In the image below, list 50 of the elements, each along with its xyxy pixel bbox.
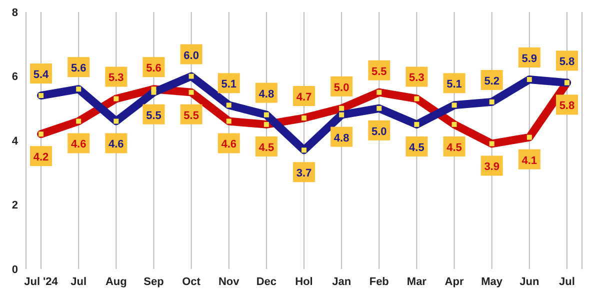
x-tick-label: Jul '24 <box>24 276 59 288</box>
x-tick-label: Mar <box>406 276 428 288</box>
data-label: 4.8 <box>334 132 350 144</box>
data-label: 5.8 <box>559 56 575 68</box>
data-label: 4.6 <box>70 138 86 151</box>
x-tick-label: Dec <box>256 276 277 288</box>
data-label: 4.5 <box>258 142 274 154</box>
x-tick-label: Jul <box>70 276 87 288</box>
data-label: 5.5 <box>184 110 199 122</box>
data-label: 5.9 <box>522 52 538 65</box>
y-tick-label: 6 <box>12 71 18 84</box>
data-label: 4.6 <box>108 138 124 151</box>
data-label: 5.6 <box>70 62 86 75</box>
x-tick-label: Nov <box>218 276 240 288</box>
x-tick-label: Sep <box>144 276 164 288</box>
data-label: 5.8 <box>559 100 575 112</box>
x-tick-label: May <box>481 276 504 288</box>
data-label: 4.5 <box>409 142 424 154</box>
y-tick-label: 2 <box>12 200 18 212</box>
x-tick-label: Hol <box>295 276 313 288</box>
data-label: 3.9 <box>484 161 500 174</box>
data-label: 5.3 <box>409 72 424 84</box>
data-label: 5.1 <box>221 78 237 91</box>
data-label: 5.3 <box>108 72 124 84</box>
x-tick-label: Aug <box>105 276 127 288</box>
data-label: 5.5 <box>146 110 162 122</box>
data-label: 4.8 <box>258 88 274 100</box>
data-label: 5.2 <box>484 75 500 88</box>
data-label: 4.1 <box>522 154 538 167</box>
y-tick-label: 8 <box>12 6 18 19</box>
x-tick-label: Feb <box>369 276 390 288</box>
x-tick-label: Jun <box>520 276 540 288</box>
data-label: 5.5 <box>371 66 387 78</box>
y-tick-label: 0 <box>12 264 18 276</box>
data-label: 5.0 <box>334 82 350 94</box>
data-label: 5.0 <box>371 126 387 138</box>
data-label: 4.2 <box>33 152 49 164</box>
data-label: 4.7 <box>296 92 312 104</box>
data-label: 3.7 <box>296 168 312 180</box>
data-label: 6.0 <box>184 50 199 62</box>
x-tick-label: Jul <box>559 276 575 288</box>
x-tick-label: Apr <box>444 276 464 288</box>
data-label: 4.6 <box>221 138 237 151</box>
data-label: 5.4 <box>33 69 50 82</box>
data-label: 5.1 <box>446 78 462 91</box>
data-label: 5.6 <box>146 62 162 75</box>
y-tick-label: 4 <box>12 135 19 148</box>
x-tick-label: Jan <box>332 276 352 288</box>
x-tick-label: Oct <box>182 276 201 288</box>
data-label: 4.5 <box>446 142 462 154</box>
